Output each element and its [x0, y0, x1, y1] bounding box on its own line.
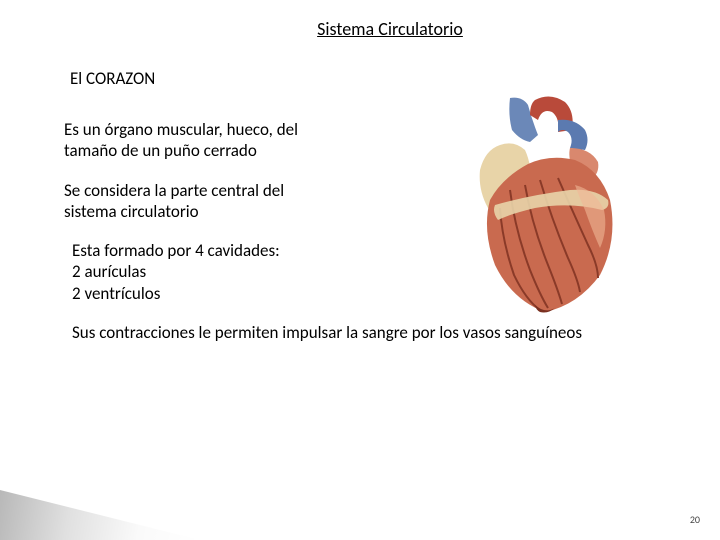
paragraph-4: Sus contracciones le permiten impulsar l… — [72, 322, 632, 343]
corner-shadow — [0, 490, 200, 540]
anatomical-heart-icon — [440, 90, 650, 320]
ventricles — [487, 158, 613, 312]
slide-title: Sistema Circulatorio — [50, 18, 670, 40]
paragraph-1: Es un órgano muscular, hueco, del tamaño… — [64, 119, 324, 162]
slide-container: Sistema Circulatorio El CORAZON Es un ór… — [0, 0, 720, 540]
p3-line2: 2 aurículas — [72, 261, 362, 282]
paragraph-3: Esta formado por 4 cavidades: 2 aurícula… — [72, 240, 362, 304]
page-number: 20 — [690, 513, 700, 526]
slide-subtitle: El CORAZON — [70, 68, 670, 89]
paragraph-2: Se considera la parte central del sistem… — [64, 180, 324, 223]
p3-line3: 2 ventrículos — [72, 283, 362, 304]
p3-line1: Esta formado por 4 cavidades: — [72, 240, 362, 261]
pulmonary-artery — [558, 120, 588, 150]
